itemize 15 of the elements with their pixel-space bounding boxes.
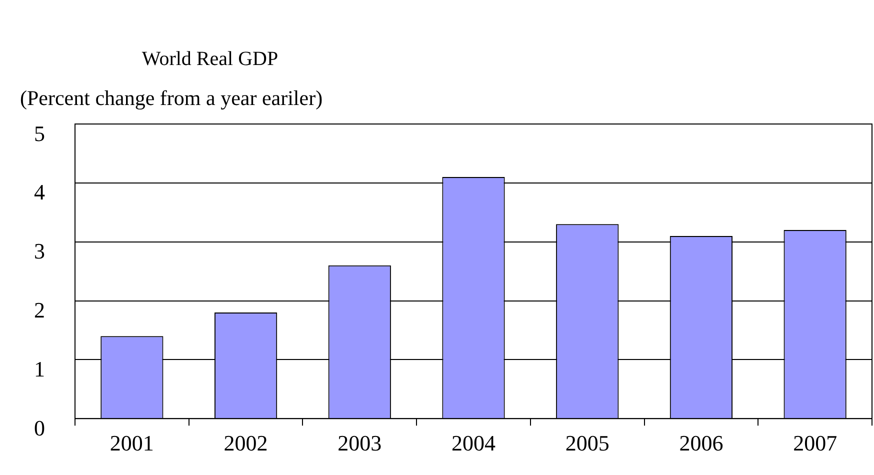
- x-tick-label: 2007: [793, 430, 838, 456]
- y-tick-label: 3: [34, 238, 45, 264]
- y-tick-label: 1: [34, 356, 45, 382]
- y-tick-label: 0: [34, 415, 45, 440]
- y-tick-label: 2: [34, 298, 45, 323]
- x-tick-label: 2004: [452, 430, 496, 456]
- y-tick-label: 4: [34, 180, 45, 205]
- x-tick-label: 2006: [679, 430, 724, 456]
- x-tick-label: 2003: [338, 430, 382, 456]
- y-tick-label: 5: [34, 120, 45, 146]
- x-tick-label: 2002: [224, 430, 268, 456]
- x-tick-label: 2001: [110, 430, 154, 456]
- x-tick-label: 2005: [565, 430, 610, 456]
- chart-subtitle: (Percent change from a year eariler): [20, 86, 323, 111]
- chart-title: World Real GDP: [140, 48, 280, 71]
